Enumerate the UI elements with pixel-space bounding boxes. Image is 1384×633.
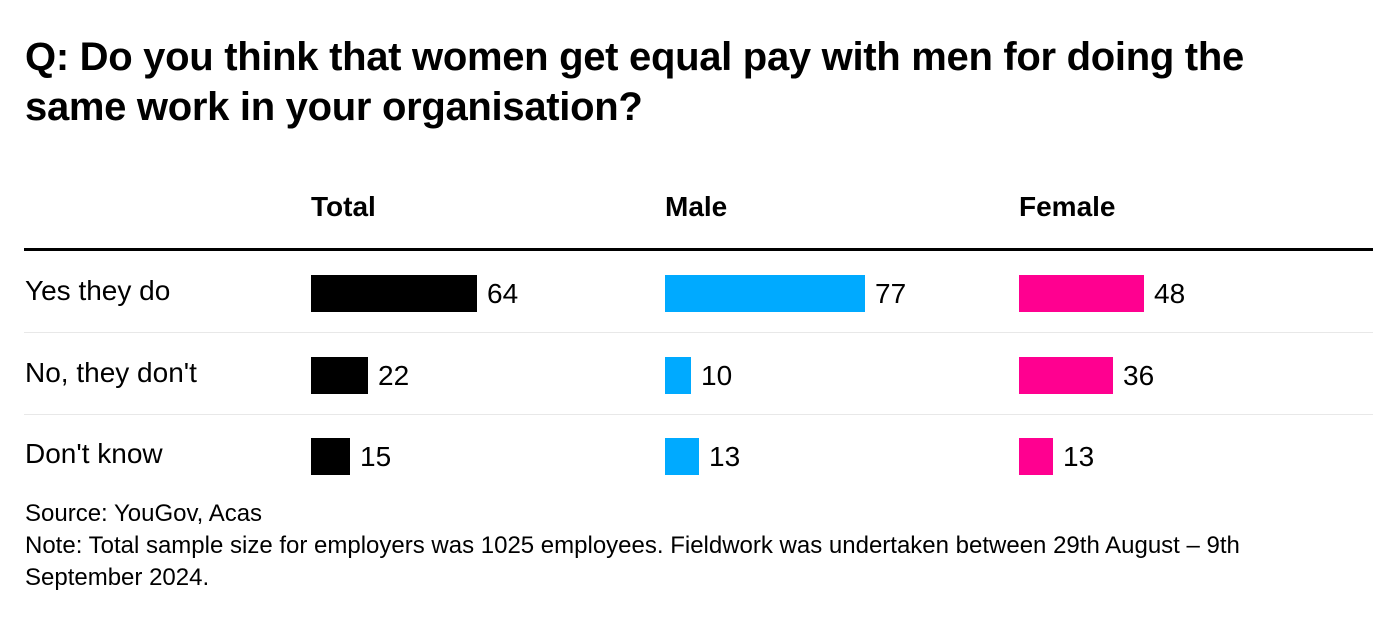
- bar-total: [311, 275, 477, 312]
- bar-male: [665, 438, 699, 475]
- bar-female: [1019, 438, 1053, 475]
- data-label-male: 10: [701, 360, 733, 391]
- row-label: No, they don't: [25, 357, 197, 388]
- row-label: Don't know: [25, 438, 163, 469]
- data-label-male: 77: [875, 278, 907, 309]
- bar-female: [1019, 357, 1113, 394]
- data-label-female: 13: [1063, 441, 1095, 472]
- data-label-female: 48: [1154, 278, 1186, 309]
- data-label-total: 64: [487, 278, 519, 309]
- bar-male: [665, 357, 691, 394]
- chart-title: Q: Do you think that women get equal pay…: [25, 35, 1244, 129]
- header-rule: [24, 248, 1373, 251]
- source-text: Source: YouGov, Acas: [25, 500, 263, 527]
- column-header-total: Total: [311, 191, 376, 222]
- data-label-total: 22: [378, 360, 410, 391]
- row-separator: [24, 332, 1373, 333]
- data-label-female: 36: [1123, 360, 1155, 391]
- note-text: Note: Total sample size for employers wa…: [25, 532, 1240, 591]
- bar-female: [1019, 275, 1144, 312]
- row-separator: [24, 414, 1373, 415]
- bar-total: [311, 438, 350, 475]
- bar-male: [665, 275, 865, 312]
- row-label: Yes they do: [25, 275, 171, 306]
- data-label-total: 15: [360, 441, 392, 472]
- column-header-female: Female: [1019, 191, 1116, 222]
- bar-total: [311, 357, 368, 394]
- data-label-male: 13: [709, 441, 741, 472]
- column-header-male: Male: [665, 191, 728, 222]
